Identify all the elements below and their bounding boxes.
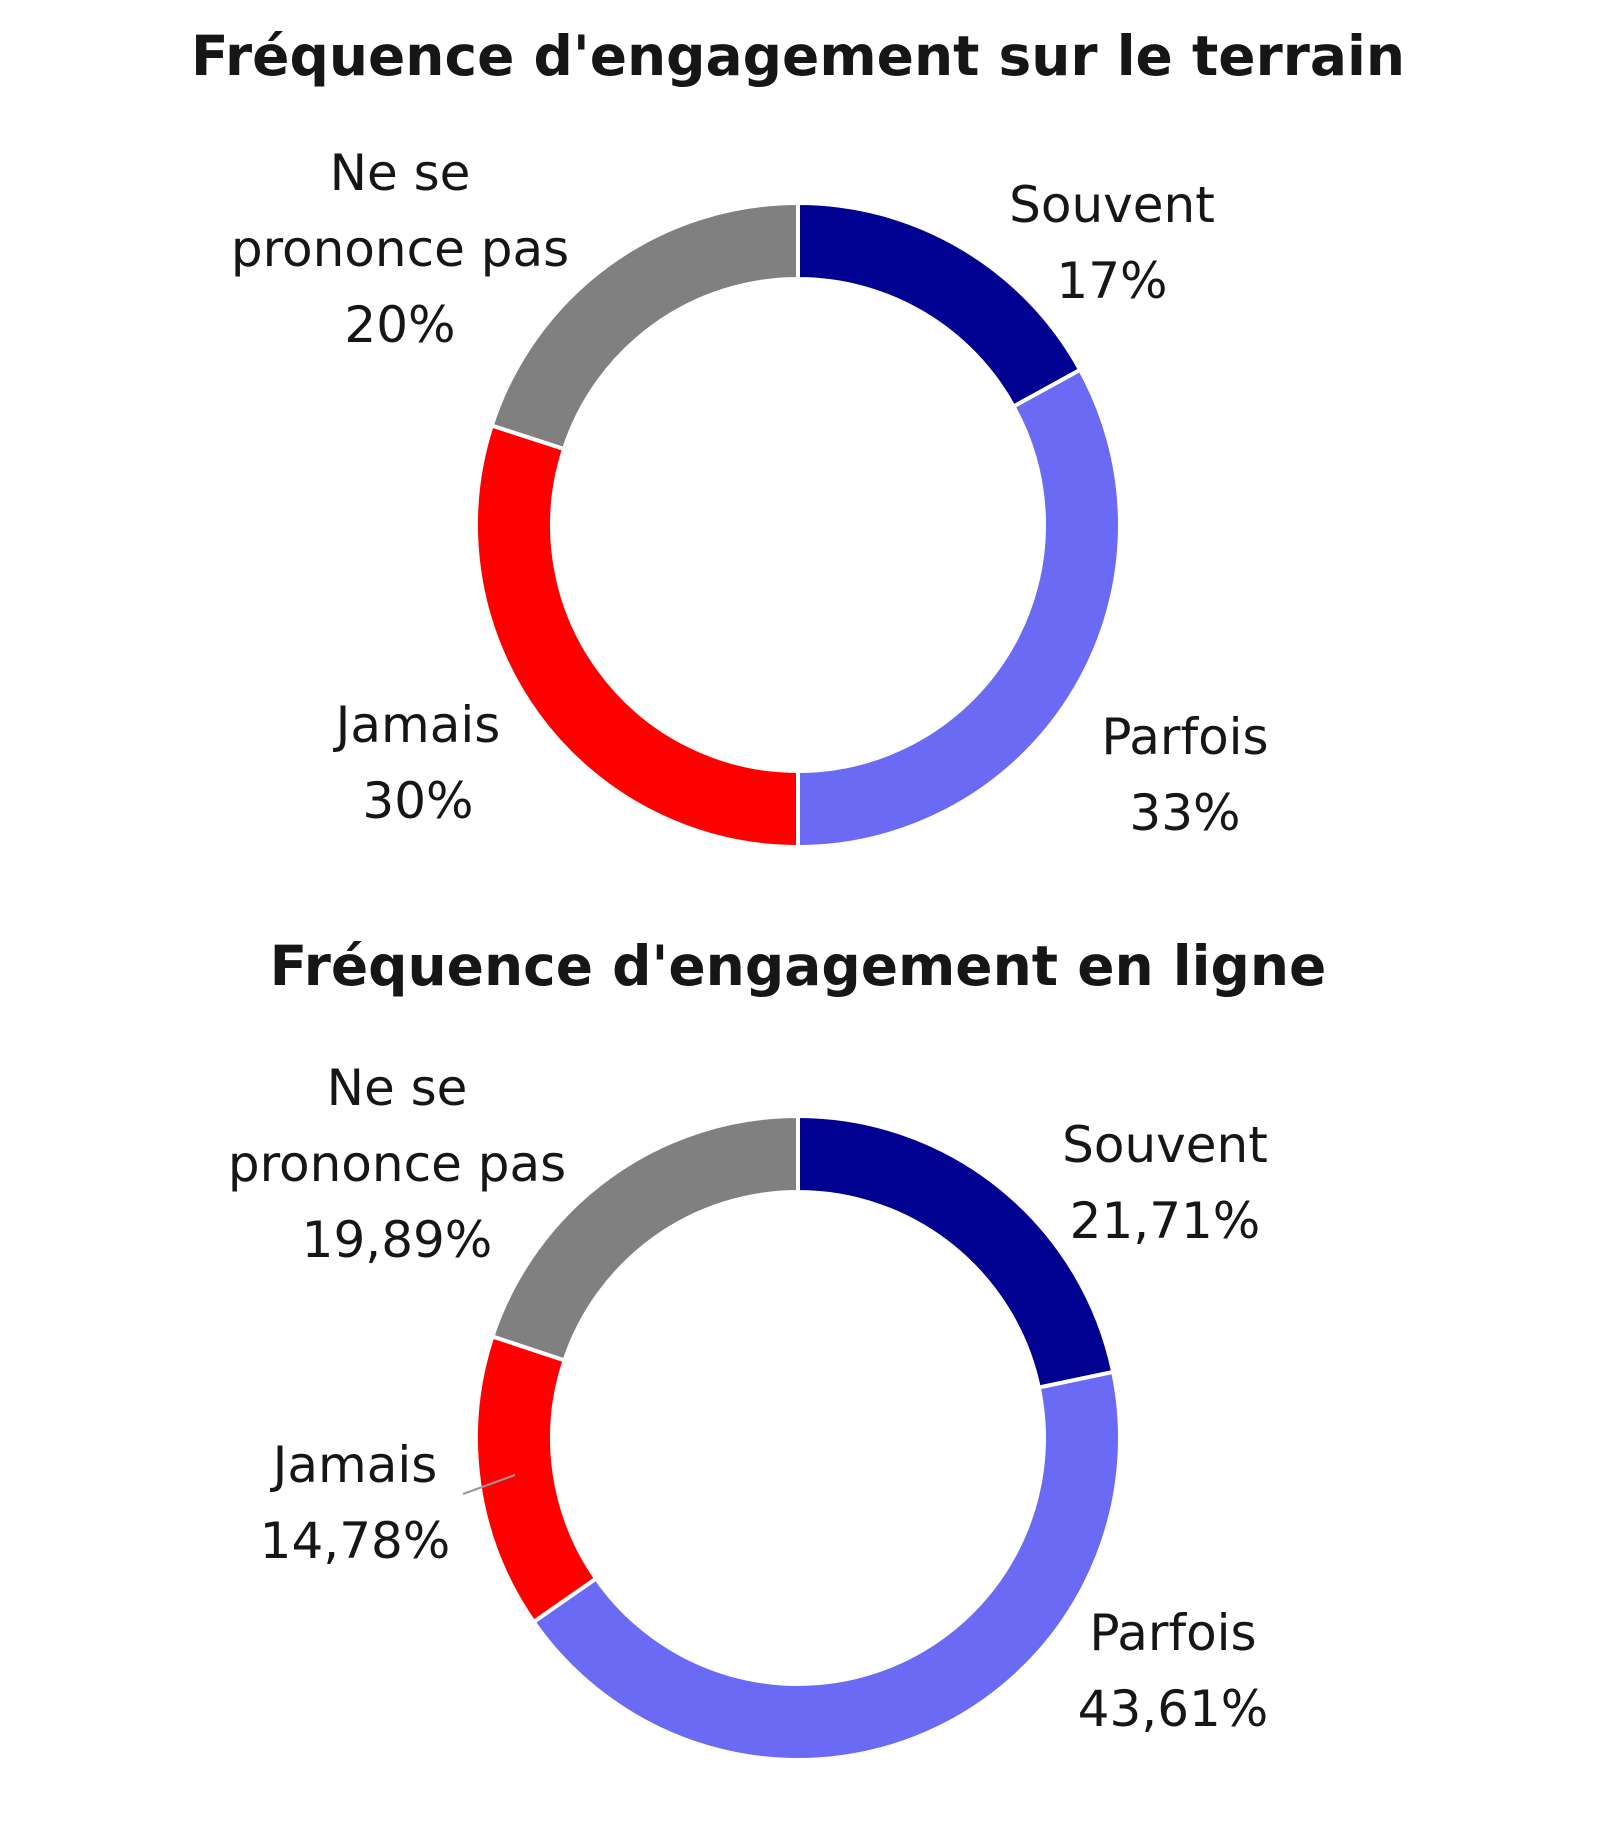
slice-label-parfois: Parfois 43,61% (1078, 1604, 1269, 1738)
labels-terrain: Souvent 17% Parfois 33% Jamais 30% Ne se pronon… (231, 144, 1269, 842)
slice-jamais (474, 422, 800, 850)
slice-label-souvent: Souvent 17% (1009, 176, 1215, 310)
chart-title-en-ligne: Fréquence d'engagement en ligne (270, 934, 1327, 998)
chart-terrain: Fréquence d'engagement sur le terrain So… (191, 24, 1405, 850)
slice-label-jamais: Jamais 30% (333, 696, 501, 830)
labels-en-ligne: Souvent 21,71% Parfois 43,61% Jamais 14,78% Ne… (228, 1059, 1269, 1738)
donut-en-ligne (474, 1113, 1122, 1762)
slice-label-ne-se-prononce-pas: Ne se prononce pas 19,89% (228, 1059, 566, 1269)
slice-label-souvent: Souvent 21,71% (1062, 1116, 1268, 1250)
slice-ne-se-prononce-pas (489, 200, 800, 452)
donut-terrain (474, 200, 1122, 850)
chart-title-terrain: Fréquence d'engagement sur le terrain (191, 24, 1405, 88)
chart-en-ligne: Fréquence d'engagement en ligne Souvent 2… (228, 934, 1327, 1762)
slice-parfois (796, 367, 1122, 850)
slice-label-ne-se-prononce-pas: Ne se prononce pas 20% (231, 144, 569, 354)
slice-label-jamais: Jamais 14,78% (260, 1436, 451, 1570)
slice-ne-se-prononce-pas (489, 1113, 800, 1363)
slice-jamais (474, 1333, 599, 1625)
leader-line-jamais (462, 1474, 516, 1495)
slice-label-parfois: Parfois 33% (1101, 708, 1268, 842)
slice-parfois (530, 1369, 1122, 1762)
